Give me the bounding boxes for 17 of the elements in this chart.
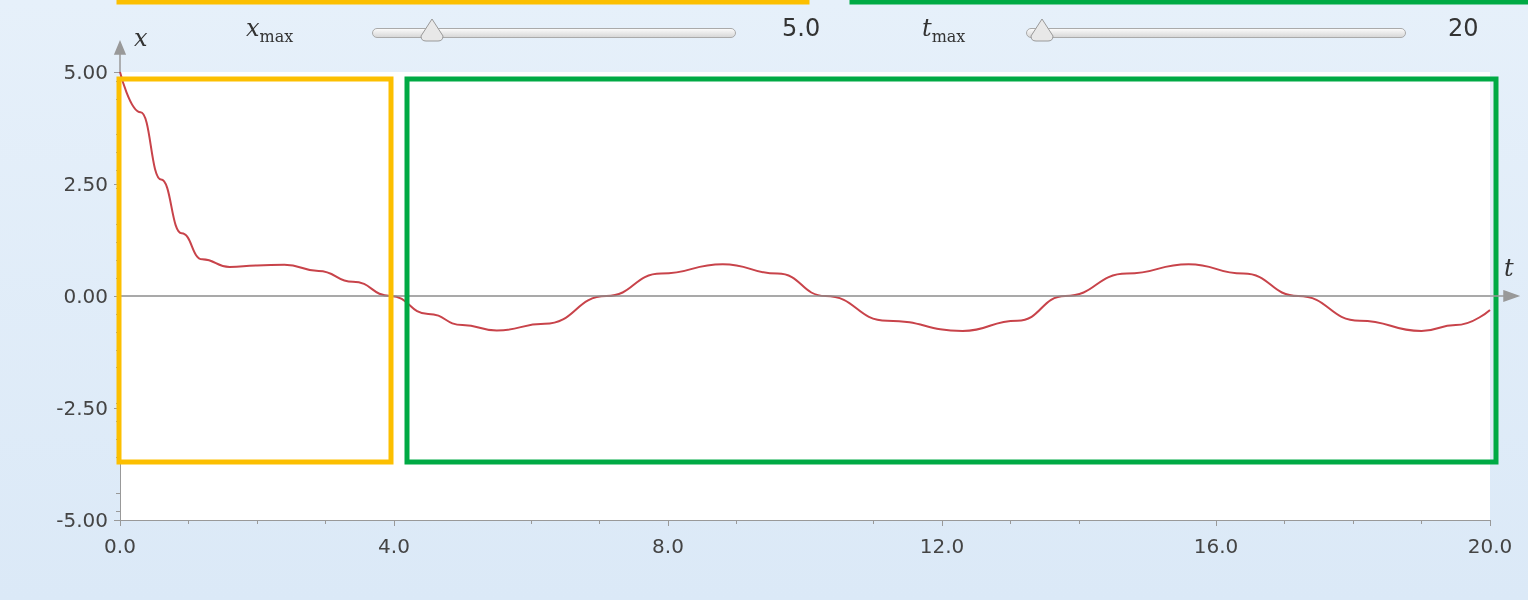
y-axis-title: x [134, 24, 148, 52]
y-tick-label: 0.00 [63, 284, 108, 308]
x-tick-label: 0.0 [104, 534, 136, 558]
x-tick-label: 12.0 [919, 534, 965, 558]
y-tick-label: 2.50 [63, 172, 108, 196]
x-tick-label: 4.0 [378, 534, 410, 558]
text: 20 [1448, 14, 1479, 42]
y-tick-label: -5.00 [56, 508, 108, 532]
text: t$_{max}$ [922, 14, 966, 46]
x-tick-label: 8.0 [652, 534, 684, 558]
x-tick-label: 16.0 [1193, 534, 1239, 558]
y-tick-label: -2.50 [56, 396, 108, 420]
x-axis-title: t [1504, 254, 1514, 282]
y-tick-label: 5.00 [63, 60, 108, 84]
x-tick-label: 20.0 [1467, 534, 1513, 558]
text: 5.0 [782, 14, 821, 42]
text: x$_{max}$ [246, 14, 294, 46]
